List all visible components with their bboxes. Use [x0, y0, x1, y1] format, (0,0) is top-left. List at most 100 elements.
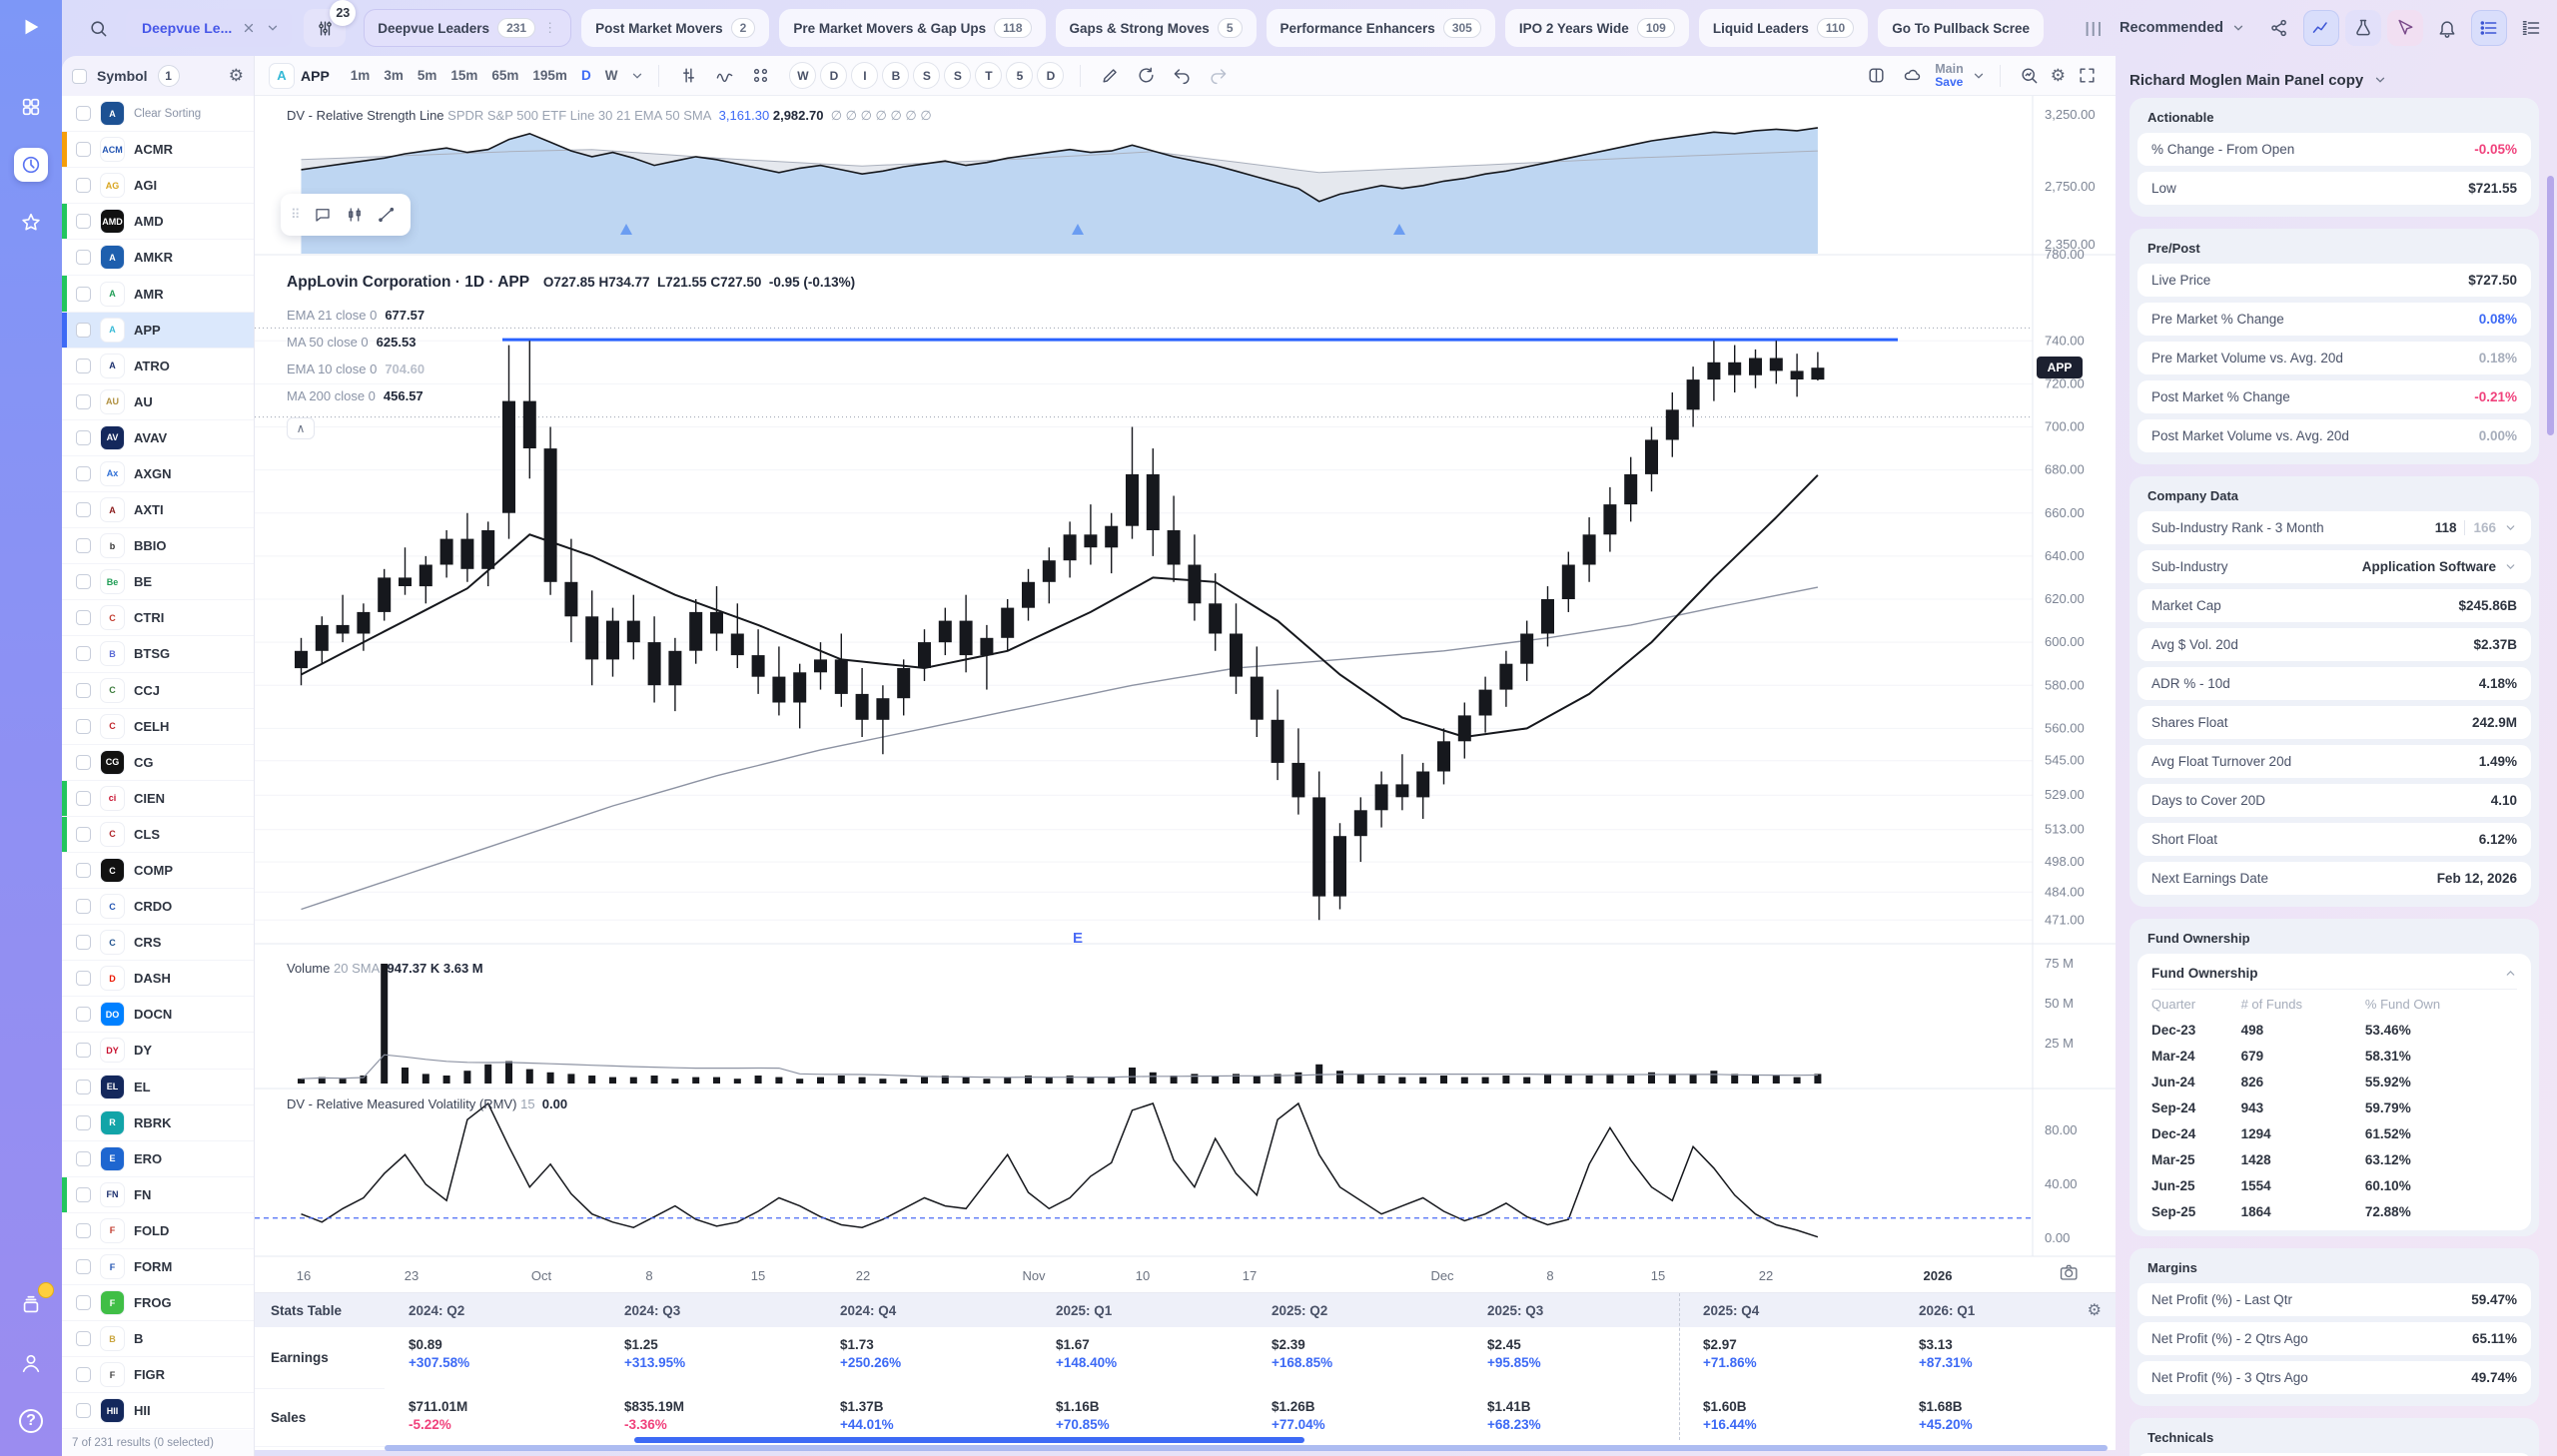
watchlist-row-AMR[interactable]: A AMR	[62, 276, 254, 313]
row-checkbox[interactable]	[76, 1259, 91, 1275]
chevron-down-icon[interactable]	[266, 21, 280, 35]
timeframe-195m[interactable]: 195m	[532, 68, 567, 83]
zoom-chart-icon[interactable]	[2015, 61, 2045, 91]
row-checkbox[interactable]	[76, 1079, 91, 1094]
screener-tab[interactable]: Deepvue Leaders 231 ⋮	[364, 9, 572, 47]
filters-button[interactable]: 23	[304, 0, 357, 47]
watchlist-row-CG[interactable]: CG CG	[62, 744, 254, 781]
timeframe-W[interactable]: W	[604, 68, 618, 83]
refresh-icon[interactable]	[1131, 61, 1161, 91]
chart-line-icon[interactable]	[2303, 10, 2339, 46]
panel-metric-row[interactable]: Sub-Industry Application Software	[2137, 550, 2531, 583]
quick-button-D[interactable]: D	[820, 62, 848, 89]
row-checkbox[interactable]	[76, 899, 91, 915]
indicator-legend[interactable]: MA 200 close 0 456.57	[287, 388, 424, 403]
shape-icon[interactable]	[1897, 61, 1927, 91]
watchlist-row-APP[interactable]: A APP	[62, 312, 254, 349]
row-checkbox[interactable]	[76, 178, 91, 194]
wave-icon[interactable]	[709, 61, 739, 91]
row-checkbox[interactable]	[76, 142, 91, 158]
screener-tab[interactable]: Post Market Movers 2	[581, 9, 770, 47]
chevron-down-icon[interactable]	[1972, 69, 1986, 83]
volume-legend[interactable]: Volume 20 SMA 947.37 K 3.63 M	[287, 961, 483, 976]
watchlist-row-DASH[interactable]: D DASH	[62, 961, 254, 998]
row-checkbox[interactable]	[76, 826, 91, 842]
list-icon[interactable]	[2471, 10, 2507, 46]
row-checkbox[interactable]	[76, 1114, 91, 1130]
comment-icon[interactable]	[309, 201, 337, 229]
candlestick-icon[interactable]	[341, 201, 369, 229]
rs-indicator-legend[interactable]: DV - Relative Strength Line SPDR S&P 500…	[287, 108, 932, 123]
row-checkbox[interactable]	[76, 214, 91, 230]
drag-handle-icon[interactable]: ⠿	[291, 207, 303, 222]
quick-button-S[interactable]: S	[944, 62, 972, 89]
row-checkbox[interactable]	[76, 538, 91, 554]
watchlist-row-CTRI[interactable]: C CTRI	[62, 600, 254, 637]
fullscreen-icon[interactable]	[2072, 61, 2102, 91]
quick-button-I[interactable]: I	[851, 62, 879, 89]
watchlist-row-CELH[interactable]: C CELH	[62, 708, 254, 745]
select-all-checkbox[interactable]	[72, 68, 87, 84]
symbol-label[interactable]: APP	[301, 67, 330, 84]
cards-icon[interactable]	[14, 1288, 48, 1322]
watchlist-row-CIEN[interactable]: ci CIEN	[62, 780, 254, 817]
timeframe-1m[interactable]: 1m	[350, 68, 371, 83]
gear-icon[interactable]: ⚙	[2087, 1302, 2102, 1319]
flask-icon[interactable]	[2345, 10, 2381, 46]
watchlist-row-AU[interactable]: AU AU	[62, 383, 254, 420]
row-checkbox[interactable]	[76, 393, 91, 409]
row-checkbox[interactable]	[76, 1295, 91, 1311]
trendline-icon[interactable]	[373, 201, 401, 229]
row-checkbox[interactable]	[76, 1403, 91, 1419]
watchlist-row-RBRK[interactable]: R RBRK	[62, 1104, 254, 1141]
indicator-legend[interactable]: MA 50 close 0 625.53	[287, 335, 417, 350]
undo-icon[interactable]	[1167, 61, 1197, 91]
screener-tab[interactable]: Pre Market Movers & Gap Ups 118	[779, 9, 1046, 47]
quick-button-5[interactable]: 5	[1006, 62, 1034, 89]
row-checkbox[interactable]	[76, 1367, 91, 1383]
gear-icon[interactable]: ⚙	[228, 66, 244, 85]
redo-icon[interactable]	[1203, 61, 1233, 91]
panels-icon[interactable]	[14, 90, 48, 124]
chart-symbol-legend[interactable]: AppLovin Corporation · 1D · APP O727.85 …	[287, 274, 856, 291]
row-checkbox[interactable]	[76, 646, 91, 662]
row-checkbox[interactable]	[76, 682, 91, 698]
watchlist-row-HII[interactable]: HII HII	[62, 1393, 254, 1430]
chevron-down-icon[interactable]	[630, 69, 644, 83]
watchlist-row-AMD[interactable]: AMD AMD	[62, 204, 254, 241]
watchlist-row-FROG[interactable]: F FROG	[62, 1285, 254, 1322]
row-checkbox[interactable]	[76, 790, 91, 806]
watchlist-row-AXTI[interactable]: A AXTI	[62, 492, 254, 529]
deepvue-logo-icon[interactable]	[14, 10, 48, 44]
row-checkbox[interactable]	[76, 863, 91, 879]
row-checkbox[interactable]	[76, 574, 91, 590]
screener-tab[interactable]: Go To Pullback Scree	[1878, 9, 2045, 47]
list-numbers-icon[interactable]	[2513, 10, 2549, 46]
row-checkbox[interactable]	[76, 106, 91, 122]
watchlist-row-CRDO[interactable]: C CRDO	[62, 889, 254, 926]
search-icon[interactable]	[80, 10, 116, 46]
row-checkbox[interactable]	[76, 286, 91, 302]
collapse-legend-button[interactable]: ∧	[287, 417, 315, 439]
layout-select[interactable]: Recommended	[2114, 20, 2251, 36]
watchlist-row-DOCN[interactable]: DO DOCN	[62, 997, 254, 1034]
watchlist-row-BBIO[interactable]: b BBIO	[62, 528, 254, 565]
watchlist-row-AVAV[interactable]: AV AVAV	[62, 419, 254, 456]
help-icon[interactable]: ?	[14, 1404, 48, 1438]
row-checkbox[interactable]	[76, 1043, 91, 1059]
row-checkbox[interactable]	[76, 971, 91, 987]
watchlist-row-ACMR[interactable]: ACM ACMR	[62, 132, 254, 169]
user-icon[interactable]	[14, 1346, 48, 1380]
fund-ownership-header[interactable]: Fund Ownership	[2151, 962, 2517, 990]
watchlist-row-CCJ[interactable]: C CCJ	[62, 672, 254, 709]
cursor-icon[interactable]	[2387, 10, 2423, 46]
quick-button-T[interactable]: T	[975, 62, 1003, 89]
grid-layout-icon[interactable]	[745, 61, 775, 91]
row-checkbox[interactable]	[76, 322, 91, 338]
row-checkbox[interactable]	[76, 502, 91, 518]
drag-handle-icon[interactable]: |||	[2085, 19, 2105, 37]
timeframe-15m[interactable]: 15m	[450, 68, 478, 83]
horizontal-scrollbar[interactable]	[385, 1445, 2108, 1451]
screener-tab[interactable]: Gaps & Strong Moves 5	[1055, 9, 1257, 47]
